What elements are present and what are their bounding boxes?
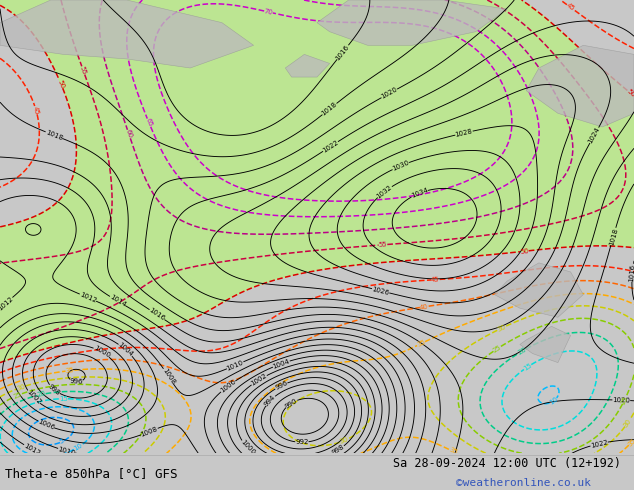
Polygon shape [526, 46, 634, 127]
Text: 1010: 1010 [57, 446, 76, 456]
Text: 1000: 1000 [239, 439, 256, 456]
Text: 998: 998 [331, 443, 346, 456]
Text: 1024: 1024 [587, 126, 601, 145]
Text: 40: 40 [420, 303, 429, 311]
Text: ©weatheronline.co.uk: ©weatheronline.co.uk [456, 478, 592, 489]
Text: Theta-e 850hPa [°C] GFS: Theta-e 850hPa [°C] GFS [5, 467, 178, 480]
Text: 65: 65 [145, 118, 153, 128]
Text: 1020: 1020 [612, 397, 630, 404]
Text: 10: 10 [72, 442, 83, 452]
Text: 1006: 1006 [219, 378, 237, 394]
Text: 45: 45 [32, 105, 40, 115]
Text: 30: 30 [623, 417, 633, 428]
Text: 20: 20 [36, 391, 46, 398]
Text: 25: 25 [620, 394, 629, 405]
Text: 35: 35 [416, 339, 427, 348]
Text: 30: 30 [16, 383, 27, 392]
Polygon shape [520, 326, 571, 363]
Polygon shape [0, 0, 254, 68]
Text: 25: 25 [492, 344, 503, 354]
Text: 15: 15 [522, 362, 533, 372]
Text: 1016: 1016 [629, 264, 634, 282]
Text: 1012: 1012 [0, 295, 15, 312]
Text: 990: 990 [284, 397, 299, 410]
Text: 1000: 1000 [93, 345, 111, 359]
Text: 45: 45 [565, 2, 576, 12]
Text: 1008: 1008 [140, 426, 159, 438]
Text: 1004: 1004 [272, 358, 290, 369]
Text: 5: 5 [59, 438, 65, 445]
Text: 1034: 1034 [410, 187, 429, 199]
Text: 1006: 1006 [37, 418, 56, 431]
Text: 35: 35 [65, 367, 75, 374]
Text: 1022: 1022 [321, 139, 340, 154]
Text: 992: 992 [295, 439, 309, 445]
Text: 70: 70 [264, 8, 274, 16]
Text: 1028: 1028 [455, 128, 474, 138]
Text: 1030: 1030 [391, 160, 410, 172]
Polygon shape [317, 0, 507, 46]
Text: 1016: 1016 [148, 307, 166, 322]
Text: 55: 55 [378, 242, 387, 248]
Text: 60: 60 [125, 129, 133, 139]
Text: 50: 50 [520, 248, 529, 255]
Text: 1010: 1010 [226, 359, 245, 371]
Text: 15: 15 [59, 395, 68, 402]
Text: 55: 55 [79, 65, 87, 75]
Text: 1016: 1016 [335, 43, 351, 61]
Text: 1008: 1008 [161, 367, 176, 386]
Text: 996: 996 [69, 378, 83, 385]
Text: 45: 45 [431, 276, 440, 283]
Text: 25: 25 [13, 391, 23, 400]
Text: 1004: 1004 [117, 342, 134, 358]
Text: 10: 10 [548, 396, 559, 406]
Text: 1014: 1014 [108, 294, 127, 308]
Text: 1002: 1002 [250, 373, 268, 387]
Text: 30: 30 [339, 436, 349, 445]
Text: 1018: 1018 [44, 129, 63, 141]
Text: 30: 30 [497, 323, 507, 333]
Polygon shape [495, 263, 583, 318]
Text: Sa 28-09-2024 12:00 UTC (12+192): Sa 28-09-2024 12:00 UTC (12+192) [393, 457, 621, 470]
Text: 1032: 1032 [375, 184, 394, 199]
Text: 50: 50 [626, 88, 634, 98]
Text: 1020: 1020 [380, 86, 399, 100]
Text: 50: 50 [56, 79, 65, 89]
Text: 1018: 1018 [608, 227, 619, 246]
Text: 20: 20 [517, 346, 527, 356]
Text: 1012: 1012 [79, 292, 98, 304]
Text: 1002: 1002 [25, 389, 42, 406]
Text: 1018: 1018 [321, 101, 339, 117]
Text: 998: 998 [47, 383, 61, 396]
Text: 996: 996 [274, 380, 288, 392]
Text: 1022: 1022 [590, 439, 609, 449]
Text: 1026: 1026 [372, 286, 390, 296]
Text: 35: 35 [626, 437, 634, 447]
Polygon shape [285, 54, 330, 77]
Text: 35: 35 [448, 447, 458, 456]
Text: 994: 994 [263, 394, 277, 408]
Text: 1012: 1012 [23, 442, 41, 456]
